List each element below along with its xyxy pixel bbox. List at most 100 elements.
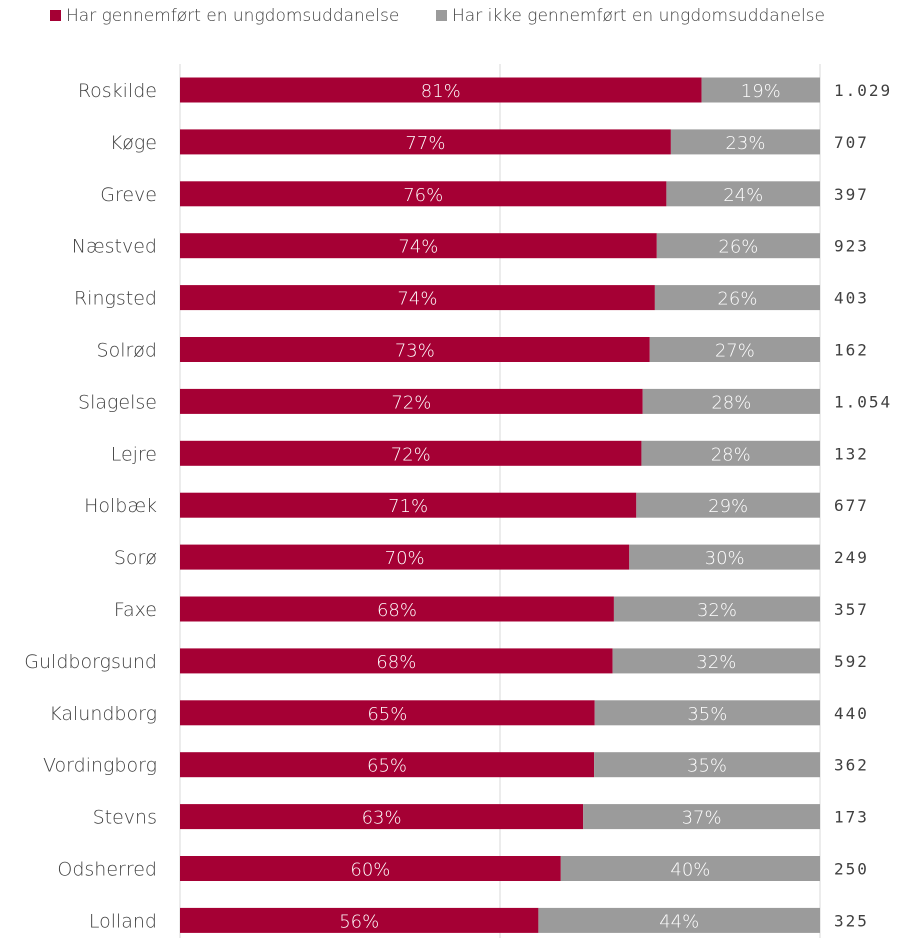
bar-value-label: 40% [670,860,710,881]
bar-value-label: 44% [659,911,699,932]
category-label: Køge [110,132,157,154]
bar-value-label: 35% [687,756,727,777]
bar-1-vordingborg [180,752,595,778]
bar-value-label: 30% [705,548,745,569]
bar-1-holbæk [180,492,637,518]
count-labels: 1.029 707 397 923 403 162 1.054 132 677 249 357 592… [834,81,892,930]
count-label: 132 [834,444,869,463]
bar-2-slagelse [642,388,820,414]
count-label: 592 [834,652,869,671]
bar-value-label: 27% [715,341,755,362]
bar-1-ringsted [180,285,655,311]
legend: Har gennemført en ungdomsuddanelse Har ik… [50,6,825,26]
bar-value-label: 73% [395,341,435,362]
bar-2-guldborgsund [612,648,820,674]
bar-2-stevns [583,804,820,830]
bar-2-holbæk [636,492,820,518]
count-label: 397 [834,185,869,204]
category-label: Lolland [89,910,157,932]
bar-value-label: 77% [405,133,445,154]
category-label: Kalundborg [49,703,157,725]
bar-value-label: 65% [367,756,407,777]
bar-value-label: 81% [421,81,461,102]
legend-swatch-2 [436,10,447,21]
bar-value-label: 32% [696,652,736,673]
count-label: 1.029 [834,81,892,100]
count-label: 250 [834,860,869,879]
bar-value-label: 37% [682,808,722,829]
bar-1-kalundborg [180,700,595,726]
bar-value-label: 28% [711,392,751,413]
category-label: Slagelse [78,391,157,413]
bar-value-label: 28% [711,444,751,465]
category-label: Næstved [72,236,157,258]
legend-label-2: Har ikke gennemført en ungdomsuddanelse [452,6,825,26]
bar-value-label: 63% [362,808,402,829]
bar-2-greve [666,181,820,207]
category-label: Vordingborg [43,755,157,777]
count-label: 173 [834,808,869,827]
category-label: Greve [100,184,157,206]
count-label: 677 [834,496,869,515]
bar-2-roskilde [701,77,820,103]
bar-value-label: 65% [367,704,407,725]
bar-value-label: 68% [376,652,416,673]
bar-value-label: 71% [388,496,428,517]
bar-value-label: 74% [398,237,438,258]
category-label: Sorø [114,547,157,569]
bar-value-label: 72% [391,392,431,413]
bar-1-odsherred [180,856,561,881]
bar-1-solrød [180,337,650,362]
bar-value-label: 26% [718,237,758,258]
bar-1-faxe [180,596,614,622]
bar-2-sorø [629,544,820,570]
bar-value-label: 32% [697,600,737,621]
bar-1-greve [180,181,667,207]
bar-1-roskilde [180,77,702,103]
category-label: Odsherred [57,859,157,881]
bar-2-odsherred [560,856,820,881]
bar-value-label: 68% [377,600,417,621]
bar-1-guldborgsund [180,648,613,674]
bar-2-kalundborg [594,700,820,726]
count-label: 162 [834,341,869,360]
bar-value-label: 19% [741,81,781,102]
legend-swatch-1 [50,10,61,21]
bar-2-faxe [613,596,820,622]
bar-2-køge [670,129,820,155]
bar-value-label: 70% [385,548,425,569]
bar-2-lejre [641,440,820,466]
bar-1-slagelse [180,388,643,414]
bar-value-label: 76% [403,185,443,206]
count-label: 1.054 [834,392,892,411]
bar-1-køge [180,129,671,155]
category-label: Stevns [93,807,157,829]
count-label: 707 [834,133,869,152]
bar-value-label: 56% [339,911,379,932]
bar-value-label: 74% [397,289,437,310]
count-label: 403 [834,289,869,308]
category-label: Ringsted [74,288,157,310]
category-label: Solrød [97,340,157,362]
count-label: 249 [834,548,869,567]
bar-1-næstved [180,233,657,259]
bar-2-lolland [538,907,820,933]
count-label: 440 [834,704,869,723]
bar-1-sorø [180,544,630,570]
bar-value-label: 35% [687,704,727,725]
bar-1-stevns [180,804,584,830]
count-label: 357 [834,600,869,619]
bar-value-label: 23% [725,133,765,154]
bars: 81% 19% 77% 23% 76% 24% 74% 26% 74% 26% 73% 27% 72% 2… [180,77,820,933]
bar-value-label: 26% [717,289,757,310]
category-labels: Roskilde Køge Greve Næstved Ringsted Solrød Sl… [24,80,157,932]
category-label: Guldborgsund [24,651,157,673]
bar-value-label: 24% [723,185,763,206]
category-label: Roskilde [78,80,157,102]
count-label: 923 [834,237,869,256]
bar-value-label: 29% [708,496,748,517]
bar-2-ringsted [654,285,820,311]
category-label: Faxe [114,599,157,621]
bar-1-lejre [180,440,642,466]
